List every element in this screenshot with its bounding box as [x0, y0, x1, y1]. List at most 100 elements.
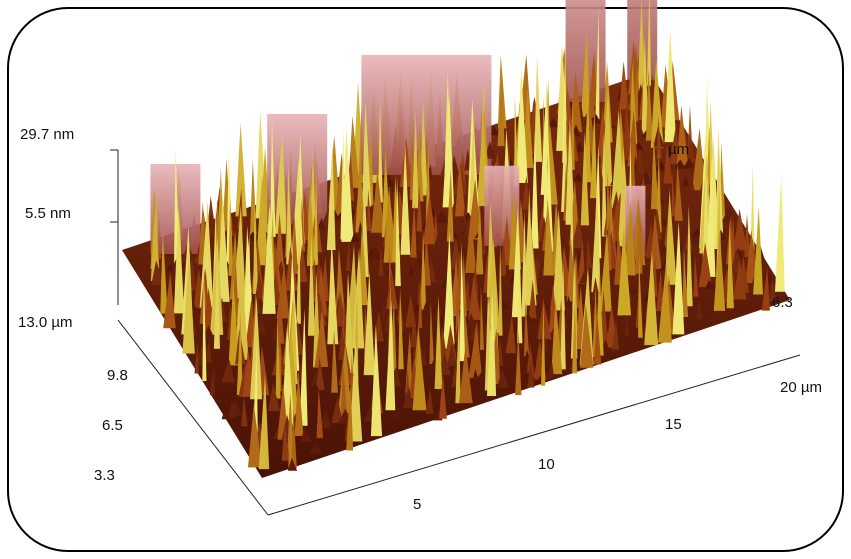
surface-peak: [588, 63, 595, 118]
surface-peak: [579, 265, 594, 283]
surface-peak: [664, 189, 677, 285]
surface-peak: [744, 213, 751, 257]
x-tick-label: 20 µm: [780, 379, 822, 396]
surface-peak: [456, 233, 470, 250]
surface-peak: [340, 361, 348, 419]
surface-peak: [682, 157, 695, 169]
surface-peak: [571, 216, 584, 248]
surface-peak: [698, 242, 713, 287]
surface-peak: [199, 200, 214, 308]
surface-peak: [644, 291, 650, 301]
surface-peak: [650, 58, 664, 148]
surface-peak: [386, 267, 398, 310]
surface-peak: [761, 267, 770, 311]
surface-peak: [221, 408, 228, 420]
surface-peak: [552, 209, 565, 311]
surface-peak: [753, 206, 764, 295]
surface-peak: [228, 280, 240, 366]
surface-peak: [536, 244, 547, 264]
surface-peak: [350, 232, 360, 243]
surface-peak: [182, 254, 195, 354]
surface-peak: [638, 256, 643, 338]
surface-peak: [416, 125, 424, 202]
surface-peak: [765, 275, 778, 285]
surface-peak: [486, 286, 497, 396]
surface-peak: [306, 181, 316, 266]
surface-peak: [496, 368, 510, 388]
surface-peak: [774, 176, 785, 292]
surface-peak: [619, 61, 629, 110]
surface-peak: [631, 283, 637, 295]
surface-peak: [258, 374, 270, 470]
surface-peak: [624, 200, 636, 276]
surface-peak: [378, 247, 384, 276]
surface-peak: [286, 163, 293, 265]
surface-peak: [412, 333, 427, 411]
surface-peak: [634, 211, 643, 274]
surface-peak: [435, 210, 450, 223]
surface-peak: [650, 136, 659, 210]
surface-peak: [682, 176, 690, 187]
surface-peak: [351, 248, 365, 349]
surface-peak: [270, 117, 276, 237]
surface-peak: [473, 368, 479, 380]
surface-peak: [297, 243, 308, 283]
x-axis: [267, 354, 801, 516]
surface-peak: [281, 422, 290, 461]
surface-peak: [523, 301, 530, 357]
y-tick-label: 13.0 µm: [18, 314, 73, 331]
surface-peak: [435, 251, 448, 268]
surface-peak: [418, 278, 423, 329]
y-tick-label: 6.5: [102, 417, 123, 434]
surface-peak: [425, 387, 434, 414]
surface-peak: [370, 324, 383, 437]
surface-peak: [690, 232, 700, 246]
z-tick-label: 5.5 nm: [25, 205, 71, 222]
surface-peak: [498, 272, 512, 289]
surface-peak: [318, 411, 332, 428]
surface-peak: [676, 105, 689, 166]
frame: [7, 7, 844, 552]
surface-peak: [268, 382, 281, 411]
surface-peak: [612, 319, 619, 350]
surface-peak: [669, 126, 681, 164]
surface-peak: [429, 300, 435, 365]
surface-peak: [617, 226, 632, 316]
surface-peak: [663, 143, 673, 184]
surface-peak: [337, 341, 352, 414]
surface-peak: [591, 187, 601, 293]
surface-peak: [563, 324, 571, 337]
surface-peak: [633, 155, 641, 176]
surface-peak: [644, 250, 659, 346]
surface-peak: [331, 328, 338, 393]
surface-peak: [228, 195, 234, 276]
surface-peak: [237, 188, 244, 230]
surface: [122, 0, 790, 478]
surface-peak: [236, 310, 243, 396]
surface-peak: [317, 217, 326, 230]
surface-peak: [541, 301, 546, 386]
surface-peak: [255, 269, 265, 299]
surface-peak: [704, 279, 717, 290]
surface-peak: [194, 341, 199, 374]
surface-peak: [366, 189, 372, 232]
surface-peak: [402, 387, 414, 408]
surface-peak: [355, 157, 366, 233]
surface-peak: [346, 382, 354, 451]
surface-peak: [368, 246, 382, 261]
surface-peak: [595, 6, 600, 119]
surface-peak: [599, 229, 612, 312]
z-tick-label: 29.7 nm: [20, 126, 74, 143]
surface-peak: [515, 331, 522, 396]
surface-peak: [543, 198, 555, 276]
surface-peak: [314, 307, 329, 368]
surface-peak: [331, 396, 343, 423]
surface-peak: [262, 203, 276, 314]
surface-peak: [593, 312, 602, 365]
surface-peak: [654, 161, 667, 171]
surface-peak: [400, 144, 411, 255]
surface-peak: [468, 323, 483, 378]
surface-peak: [299, 308, 308, 426]
surface-peak: [393, 318, 401, 333]
surface-peak: [580, 29, 590, 117]
